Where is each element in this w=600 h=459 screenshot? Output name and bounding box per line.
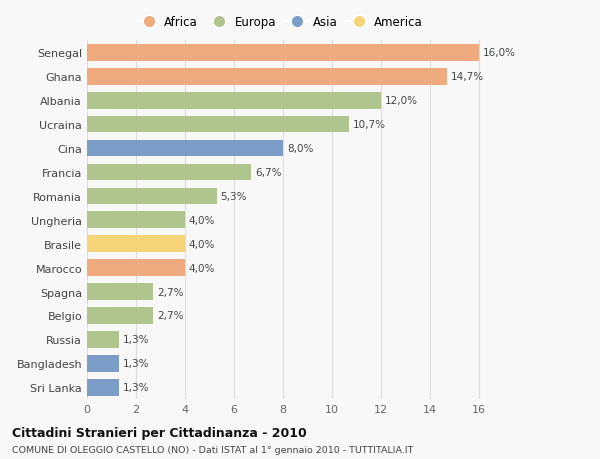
Text: 1,3%: 1,3% <box>122 358 149 369</box>
Text: 5,3%: 5,3% <box>221 191 247 202</box>
Legend: Africa, Europa, Asia, America: Africa, Europa, Asia, America <box>133 11 428 34</box>
Text: 10,7%: 10,7% <box>353 120 386 130</box>
Text: 2,7%: 2,7% <box>157 287 184 297</box>
Text: 1,3%: 1,3% <box>122 335 149 345</box>
Text: 4,0%: 4,0% <box>189 239 215 249</box>
Bar <box>87 236 185 252</box>
Text: Cittadini Stranieri per Cittadinanza - 2010: Cittadini Stranieri per Cittadinanza - 2… <box>12 426 307 439</box>
Text: 2,7%: 2,7% <box>157 311 184 321</box>
Bar <box>87 93 381 109</box>
Bar <box>87 212 185 229</box>
Bar <box>87 331 119 348</box>
Text: 16,0%: 16,0% <box>483 48 516 58</box>
Text: 4,0%: 4,0% <box>189 263 215 273</box>
Bar <box>87 140 283 157</box>
Bar <box>87 164 251 181</box>
Text: 8,0%: 8,0% <box>287 144 313 154</box>
Text: 4,0%: 4,0% <box>189 215 215 225</box>
Bar <box>87 45 479 62</box>
Bar <box>87 188 217 205</box>
Bar <box>87 260 185 276</box>
Bar <box>87 69 448 85</box>
Text: 14,7%: 14,7% <box>451 72 484 82</box>
Bar <box>87 284 153 300</box>
Text: 6,7%: 6,7% <box>255 168 281 178</box>
Bar <box>87 355 119 372</box>
Bar <box>87 308 153 324</box>
Bar <box>87 117 349 133</box>
Text: COMUNE DI OLEGGIO CASTELLO (NO) - Dati ISTAT al 1° gennaio 2010 - TUTTITALIA.IT: COMUNE DI OLEGGIO CASTELLO (NO) - Dati I… <box>12 445 413 454</box>
Bar <box>87 379 119 396</box>
Text: 1,3%: 1,3% <box>122 382 149 392</box>
Text: 12,0%: 12,0% <box>385 96 418 106</box>
